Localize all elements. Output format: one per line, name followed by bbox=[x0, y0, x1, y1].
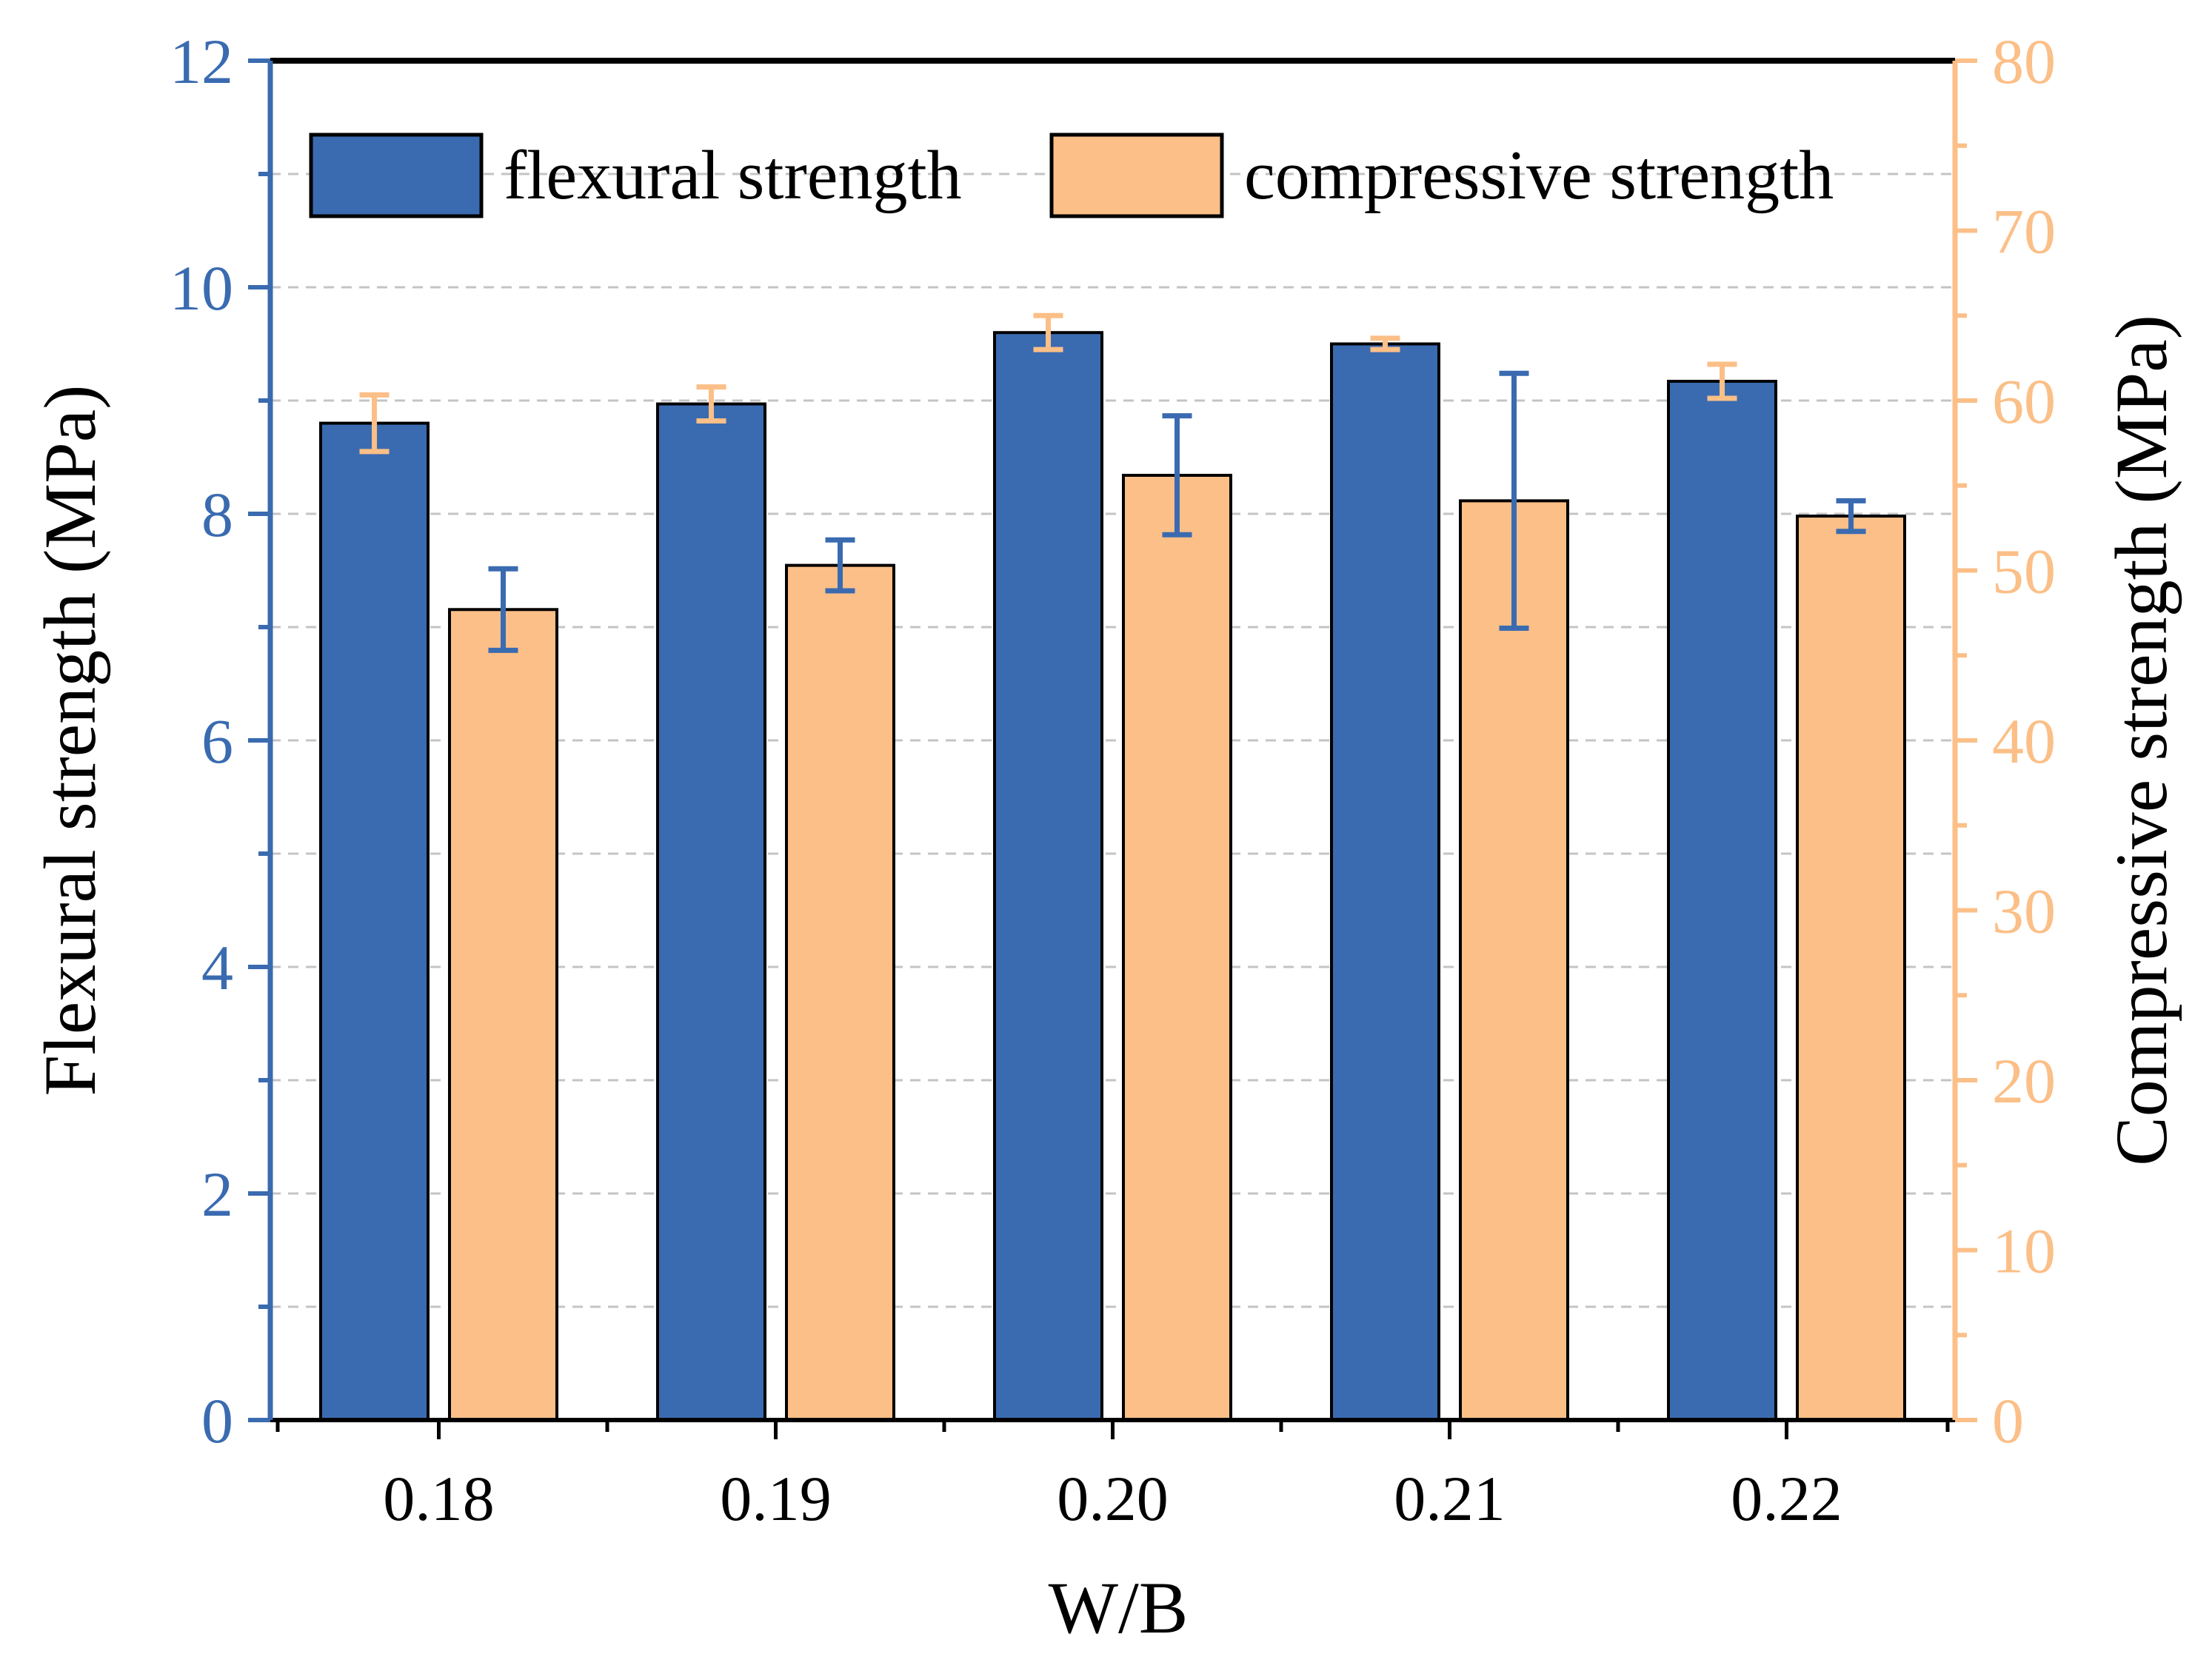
bar-compressive-0.18 bbox=[450, 609, 557, 1420]
y2-tick-label: 50 bbox=[1992, 536, 2056, 607]
y-axis-title: Flexural strength (MPa) bbox=[29, 385, 111, 1096]
bar-flexural-0.18 bbox=[321, 423, 428, 1420]
y2-tick-label: 0 bbox=[1992, 1385, 2024, 1456]
x-tick-label: 0.18 bbox=[383, 1463, 495, 1534]
bar-flexural-0.22 bbox=[1668, 381, 1776, 1420]
legend-swatch-compressive bbox=[1052, 135, 1222, 216]
y-tick-label: 10 bbox=[170, 252, 233, 324]
legend-label-compressive: compressive strength bbox=[1244, 137, 1834, 214]
x-tick-label: 0.21 bbox=[1394, 1463, 1506, 1534]
y2-tick-label: 30 bbox=[1992, 876, 2056, 947]
bar-compressive-0.22 bbox=[1797, 516, 1905, 1420]
bar-compressive-0.20 bbox=[1123, 475, 1231, 1420]
legend-label-flexural: flexural strength bbox=[504, 137, 962, 214]
y-tick-label: 12 bbox=[170, 26, 233, 97]
y2-tick-label: 10 bbox=[1992, 1216, 2056, 1287]
y2-tick-label: 40 bbox=[1992, 706, 2056, 777]
x-tick-label: 0.22 bbox=[1731, 1463, 1842, 1534]
x-tick-label: 0.19 bbox=[720, 1463, 832, 1534]
y-tick-label: 4 bbox=[201, 932, 233, 1003]
y2-tick-label: 20 bbox=[1992, 1045, 2056, 1116]
bar-flexural-0.19 bbox=[658, 404, 765, 1420]
y-tick-label: 6 bbox=[201, 706, 233, 777]
y-tick-label: 0 bbox=[201, 1385, 233, 1456]
bar-flexural-0.20 bbox=[995, 332, 1102, 1420]
x-tick-label: 0.20 bbox=[1057, 1463, 1169, 1534]
y2-tick-label: 70 bbox=[1992, 196, 2056, 267]
error-bars bbox=[360, 315, 1866, 650]
legend-swatch-flexural bbox=[311, 135, 481, 216]
y-tick-label: 8 bbox=[201, 479, 233, 550]
y2-tick-label: 60 bbox=[1992, 366, 2056, 437]
chart: 0.18 0.19 0.20 0.21 0.22 0 2 4 6 8 10 12 0 10 20 30 40 50… bbox=[0, 0, 2212, 1654]
legend: flexural strength compressive strength bbox=[311, 135, 1834, 216]
bar-compressive-0.19 bbox=[786, 566, 894, 1420]
x-axis-title: W/B bbox=[1049, 1567, 1189, 1649]
bar-flexural-0.21 bbox=[1331, 344, 1439, 1421]
bar-compressive-0.21 bbox=[1460, 500, 1568, 1420]
y-tick-label: 2 bbox=[201, 1159, 233, 1230]
y2-tick-label: 80 bbox=[1992, 26, 2056, 97]
y2-axis-title: Compressive strength (MPa) bbox=[2100, 315, 2182, 1166]
bars bbox=[321, 332, 1905, 1420]
